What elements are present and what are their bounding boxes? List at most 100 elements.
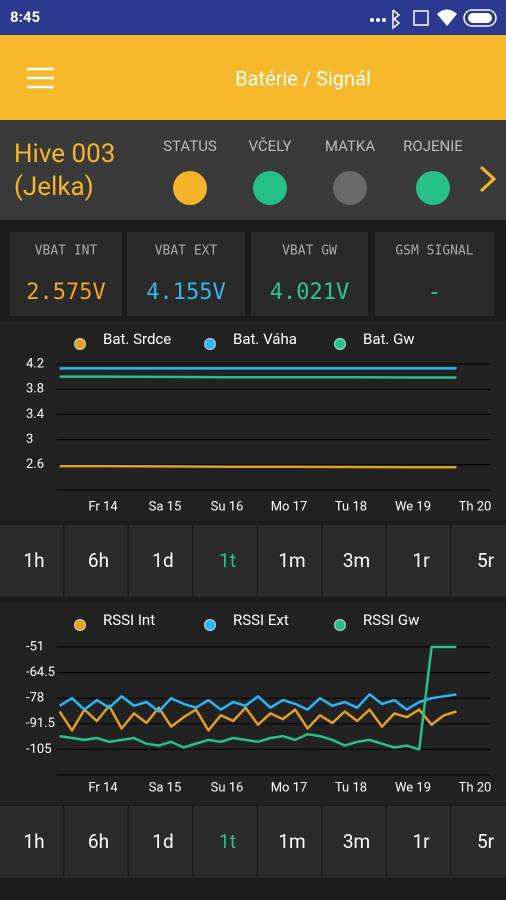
- range-label: 1t: [219, 549, 236, 572]
- range-label: 1r: [412, 830, 430, 853]
- range-label: 5r: [477, 549, 495, 572]
- y-tick-label: -51: [26, 639, 44, 654]
- y-tick-label: -78: [26, 691, 44, 706]
- x-tick-label: Sa 15: [149, 499, 182, 514]
- range-label: 1h: [23, 549, 44, 572]
- range-button[interactable]: [0, 806, 63, 878]
- series-line: [59, 375, 457, 379]
- series-line: [59, 645, 457, 751]
- indicator: [253, 171, 287, 205]
- series-line: [58, 693, 457, 713]
- clock: 8:45: [10, 8, 40, 26]
- range-button[interactable]: [387, 525, 450, 597]
- y-tick-label: -91.5: [26, 716, 55, 731]
- series-line: [58, 704, 457, 732]
- x-tick-label: We 19: [395, 499, 431, 514]
- legend-marker: [333, 618, 347, 632]
- range-button[interactable]: [193, 806, 257, 878]
- indicator: [173, 171, 207, 205]
- legend-label: RSSI Ext: [233, 611, 289, 629]
- range-label: 1m: [278, 830, 305, 853]
- range-label: 1r: [412, 549, 430, 572]
- x-tick-label: Su 16: [211, 499, 244, 514]
- legend-label: Bat. Gw: [363, 330, 415, 348]
- range-button[interactable]: [64, 806, 128, 878]
- x-tick-label: Tu 18: [335, 499, 367, 514]
- range-label: 1t: [219, 830, 236, 853]
- y-tick-label: 3.8: [26, 382, 44, 397]
- range-button[interactable]: [451, 806, 506, 878]
- chart-panel: [0, 322, 506, 521]
- status-bar: [0, 0, 506, 35]
- y-tick-label: -64.5: [26, 665, 55, 680]
- legend-label: Bat. Váha: [233, 330, 297, 348]
- range-button[interactable]: [0, 525, 63, 597]
- x-tick-label: We 19: [395, 780, 431, 795]
- indicator-label: MATKA: [325, 137, 375, 155]
- range-label: 1d: [152, 549, 173, 572]
- y-tick-label: 3.4: [26, 407, 45, 422]
- indicator-label: ROJENIE: [403, 137, 463, 155]
- range-button[interactable]: [258, 806, 321, 878]
- y-tick-label: -105: [26, 742, 52, 757]
- indicator: [416, 171, 450, 205]
- range-button[interactable]: [322, 806, 386, 878]
- next-arrow[interactable]: [479, 165, 497, 193]
- tile-value: 4.021V: [270, 280, 349, 305]
- series-line: [59, 464, 457, 469]
- tile: [375, 232, 494, 316]
- range-label: 1d: [152, 830, 173, 853]
- range-label: 6h: [88, 830, 109, 853]
- tile-label: VBAT GW: [282, 244, 337, 259]
- tile-value: 2.575V: [26, 280, 105, 305]
- range-button[interactable]: [129, 806, 192, 878]
- range-label: 6h: [88, 549, 109, 572]
- x-tick-label: Mo 17: [271, 499, 308, 514]
- legend-marker: [73, 618, 87, 632]
- range-label: 3m: [343, 549, 370, 572]
- y-tick-label: 3: [26, 432, 33, 447]
- status-icons: [370, 9, 497, 30]
- x-tick-label: Su 16: [211, 780, 244, 795]
- x-tick-label: Sa 15: [149, 780, 182, 795]
- legend-label: RSSI Gw: [363, 611, 419, 629]
- indicator-label: VČELY: [248, 137, 291, 155]
- range-button[interactable]: [193, 525, 257, 597]
- x-tick-label: Th 20: [459, 780, 492, 795]
- range-label: 3m: [343, 830, 370, 853]
- range-button[interactable]: [322, 525, 386, 597]
- tile: [127, 232, 245, 316]
- range-label: 1h: [23, 830, 44, 853]
- x-tick-label: Tu 18: [335, 780, 367, 795]
- range-button[interactable]: [387, 806, 450, 878]
- tile-value: 4.155V: [146, 280, 225, 305]
- range-button[interactable]: [64, 525, 128, 597]
- toolbar-title: Batérie / Signál: [235, 66, 371, 90]
- x-tick-label: Fr 14: [88, 499, 118, 514]
- range-button[interactable]: [129, 525, 192, 597]
- toolbar: [0, 35, 506, 120]
- tile-label: VBAT INT: [35, 244, 98, 259]
- legend-marker: [203, 618, 217, 632]
- x-tick-label: Fr 14: [88, 780, 118, 795]
- legend-label: Bat. Srdce: [103, 330, 171, 348]
- range-button[interactable]: [451, 525, 506, 597]
- y-tick-label: 2.6: [26, 457, 44, 472]
- hive-name: Hive 003: [14, 139, 115, 169]
- indicator-label: STATUS: [163, 137, 217, 155]
- indicator: [333, 171, 367, 205]
- menu-button[interactable]: [27, 67, 54, 89]
- range-label: 5r: [477, 830, 495, 853]
- y-tick-label: 4.2: [26, 356, 44, 371]
- hive-header: [0, 120, 506, 220]
- range-label: 1m: [278, 549, 305, 572]
- range-button[interactable]: [258, 525, 321, 597]
- legend-label: RSSI Int: [103, 611, 155, 629]
- tile-label: VBAT EXT: [155, 244, 218, 259]
- tile-label: GSM SIGNAL: [395, 244, 473, 259]
- legend-marker: [203, 337, 217, 351]
- tile-value: -: [428, 280, 441, 305]
- tile: [251, 232, 368, 316]
